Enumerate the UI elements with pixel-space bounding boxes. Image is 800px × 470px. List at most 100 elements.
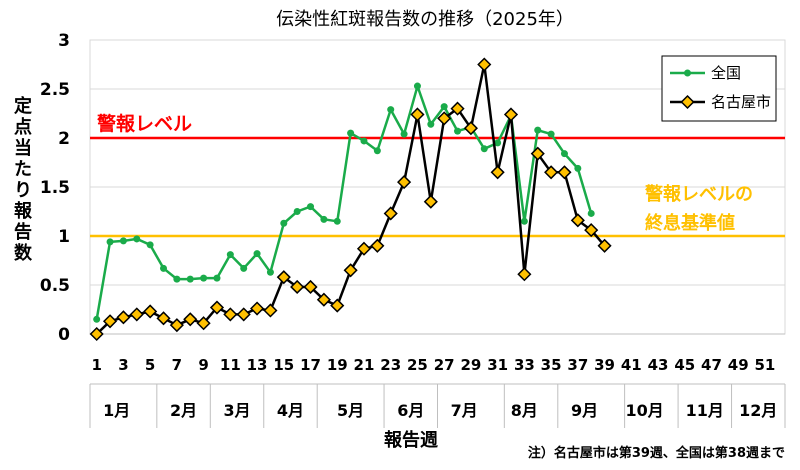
y-axis-label-char: 報: [14, 200, 33, 222]
national-point: [454, 127, 462, 135]
y-axis-label-char: 当: [14, 137, 32, 159]
nagoya-point: [303, 279, 318, 295]
y-tick-label: 2: [58, 129, 70, 149]
national-point: [266, 268, 274, 276]
month-label: 7月: [451, 401, 478, 420]
x-tick-label: 13: [247, 356, 268, 374]
y-tick-label: 3: [58, 31, 70, 51]
nagoya-point: [423, 194, 438, 209]
month-label: 6月: [397, 401, 424, 420]
x-tick-label: 47: [701, 356, 722, 374]
national-point: [427, 120, 435, 128]
y-tick-label: 2.5: [40, 80, 70, 100]
national-point: [119, 237, 127, 245]
nagoya-point: [437, 111, 452, 126]
national-point: [307, 203, 315, 211]
nagoya-point: [143, 304, 158, 319]
x-tick-label: 45: [674, 356, 695, 374]
x-tick-label: 17: [300, 356, 321, 374]
chart-title: 伝染性紅斑報告数の推移（2025年）: [276, 9, 574, 30]
month-label: 10月: [626, 401, 664, 420]
nagoya-point: [397, 175, 412, 190]
x-tick-label: 7: [172, 356, 182, 374]
national-point: [560, 150, 568, 158]
legend-label-national: 全国: [711, 64, 741, 82]
national-point: [200, 274, 208, 282]
legend-marker-nagoya: [680, 94, 695, 110]
x-tick-label: 1: [91, 356, 101, 374]
nagoya-point: [209, 300, 225, 315]
nagoya-point: [156, 311, 171, 326]
nagoya-point: [383, 206, 398, 221]
nagoya-point: [584, 223, 599, 238]
national-point: [173, 275, 181, 283]
x-tick-label: 19: [327, 356, 348, 374]
legend-label-nagoya: 名古屋市: [711, 93, 771, 111]
nagoya-point: [223, 307, 238, 322]
national-point: [320, 215, 328, 223]
x-tick-label: 9: [198, 356, 208, 374]
x-tick-label: 5: [145, 356, 155, 374]
legend-marker-national: [684, 69, 691, 77]
x-tick-label: 29: [460, 356, 481, 374]
national-point: [440, 103, 448, 111]
nagoya-point: [250, 301, 265, 316]
national-point: [574, 164, 582, 172]
end-threshold-label: 警報レベルの: [645, 183, 753, 205]
national-point: [133, 235, 141, 243]
x-tick-label: 11: [220, 356, 241, 374]
national-point: [547, 130, 555, 138]
national-point: [587, 209, 595, 217]
month-label: 3月: [223, 401, 250, 420]
x-tick-label: 51: [755, 356, 776, 374]
nagoya-point: [196, 316, 211, 331]
y-tick-label: 1.5: [40, 178, 70, 198]
x-tick-label: 3: [118, 356, 128, 374]
national-point: [186, 275, 194, 283]
nagoya-point: [530, 146, 545, 161]
nagoya-point: [343, 263, 358, 278]
end-threshold-label: 終息基準値: [645, 212, 735, 234]
national-point: [494, 139, 502, 147]
national-point: [253, 250, 261, 258]
month-label: 1月: [103, 401, 130, 420]
national-point: [280, 219, 288, 227]
month-label: 12月: [739, 401, 777, 420]
nagoya-point: [290, 279, 305, 295]
month-label: 9月: [571, 401, 598, 420]
nagoya-point: [169, 318, 184, 333]
y-tick-label: 1: [58, 227, 70, 247]
x-tick-label: 35: [541, 356, 562, 374]
national-point: [480, 145, 488, 153]
national-point: [413, 82, 421, 90]
y-axis-label-char: 定: [14, 95, 32, 117]
x-tick-label: 25: [407, 356, 428, 374]
x-tick-label: 21: [354, 356, 375, 374]
national-point: [146, 241, 154, 249]
x-tick-label: 23: [380, 356, 401, 374]
national-point: [226, 251, 234, 259]
x-tick-label: 49: [728, 356, 749, 374]
nagoya-point: [263, 303, 278, 318]
national-point: [240, 264, 248, 272]
legend-box: [661, 55, 777, 122]
nagoya-point: [450, 101, 465, 116]
national-point: [387, 106, 395, 114]
nagoya-point: [544, 165, 559, 180]
national-point: [534, 126, 542, 134]
nagoya-point: [463, 121, 478, 136]
national-point: [93, 315, 101, 323]
nagoya-point: [330, 298, 345, 313]
y-axis-label-char: り: [14, 180, 32, 201]
y-axis-label-char: 告: [14, 221, 32, 243]
national-point: [213, 274, 221, 282]
national-point: [373, 147, 381, 155]
nagoya-point: [557, 165, 572, 180]
x-tick-label: 31: [487, 356, 508, 374]
nagoya-point: [490, 165, 505, 180]
month-label: 2月: [170, 401, 197, 420]
national-point: [400, 130, 408, 138]
x-tick-label: 37: [567, 356, 588, 374]
